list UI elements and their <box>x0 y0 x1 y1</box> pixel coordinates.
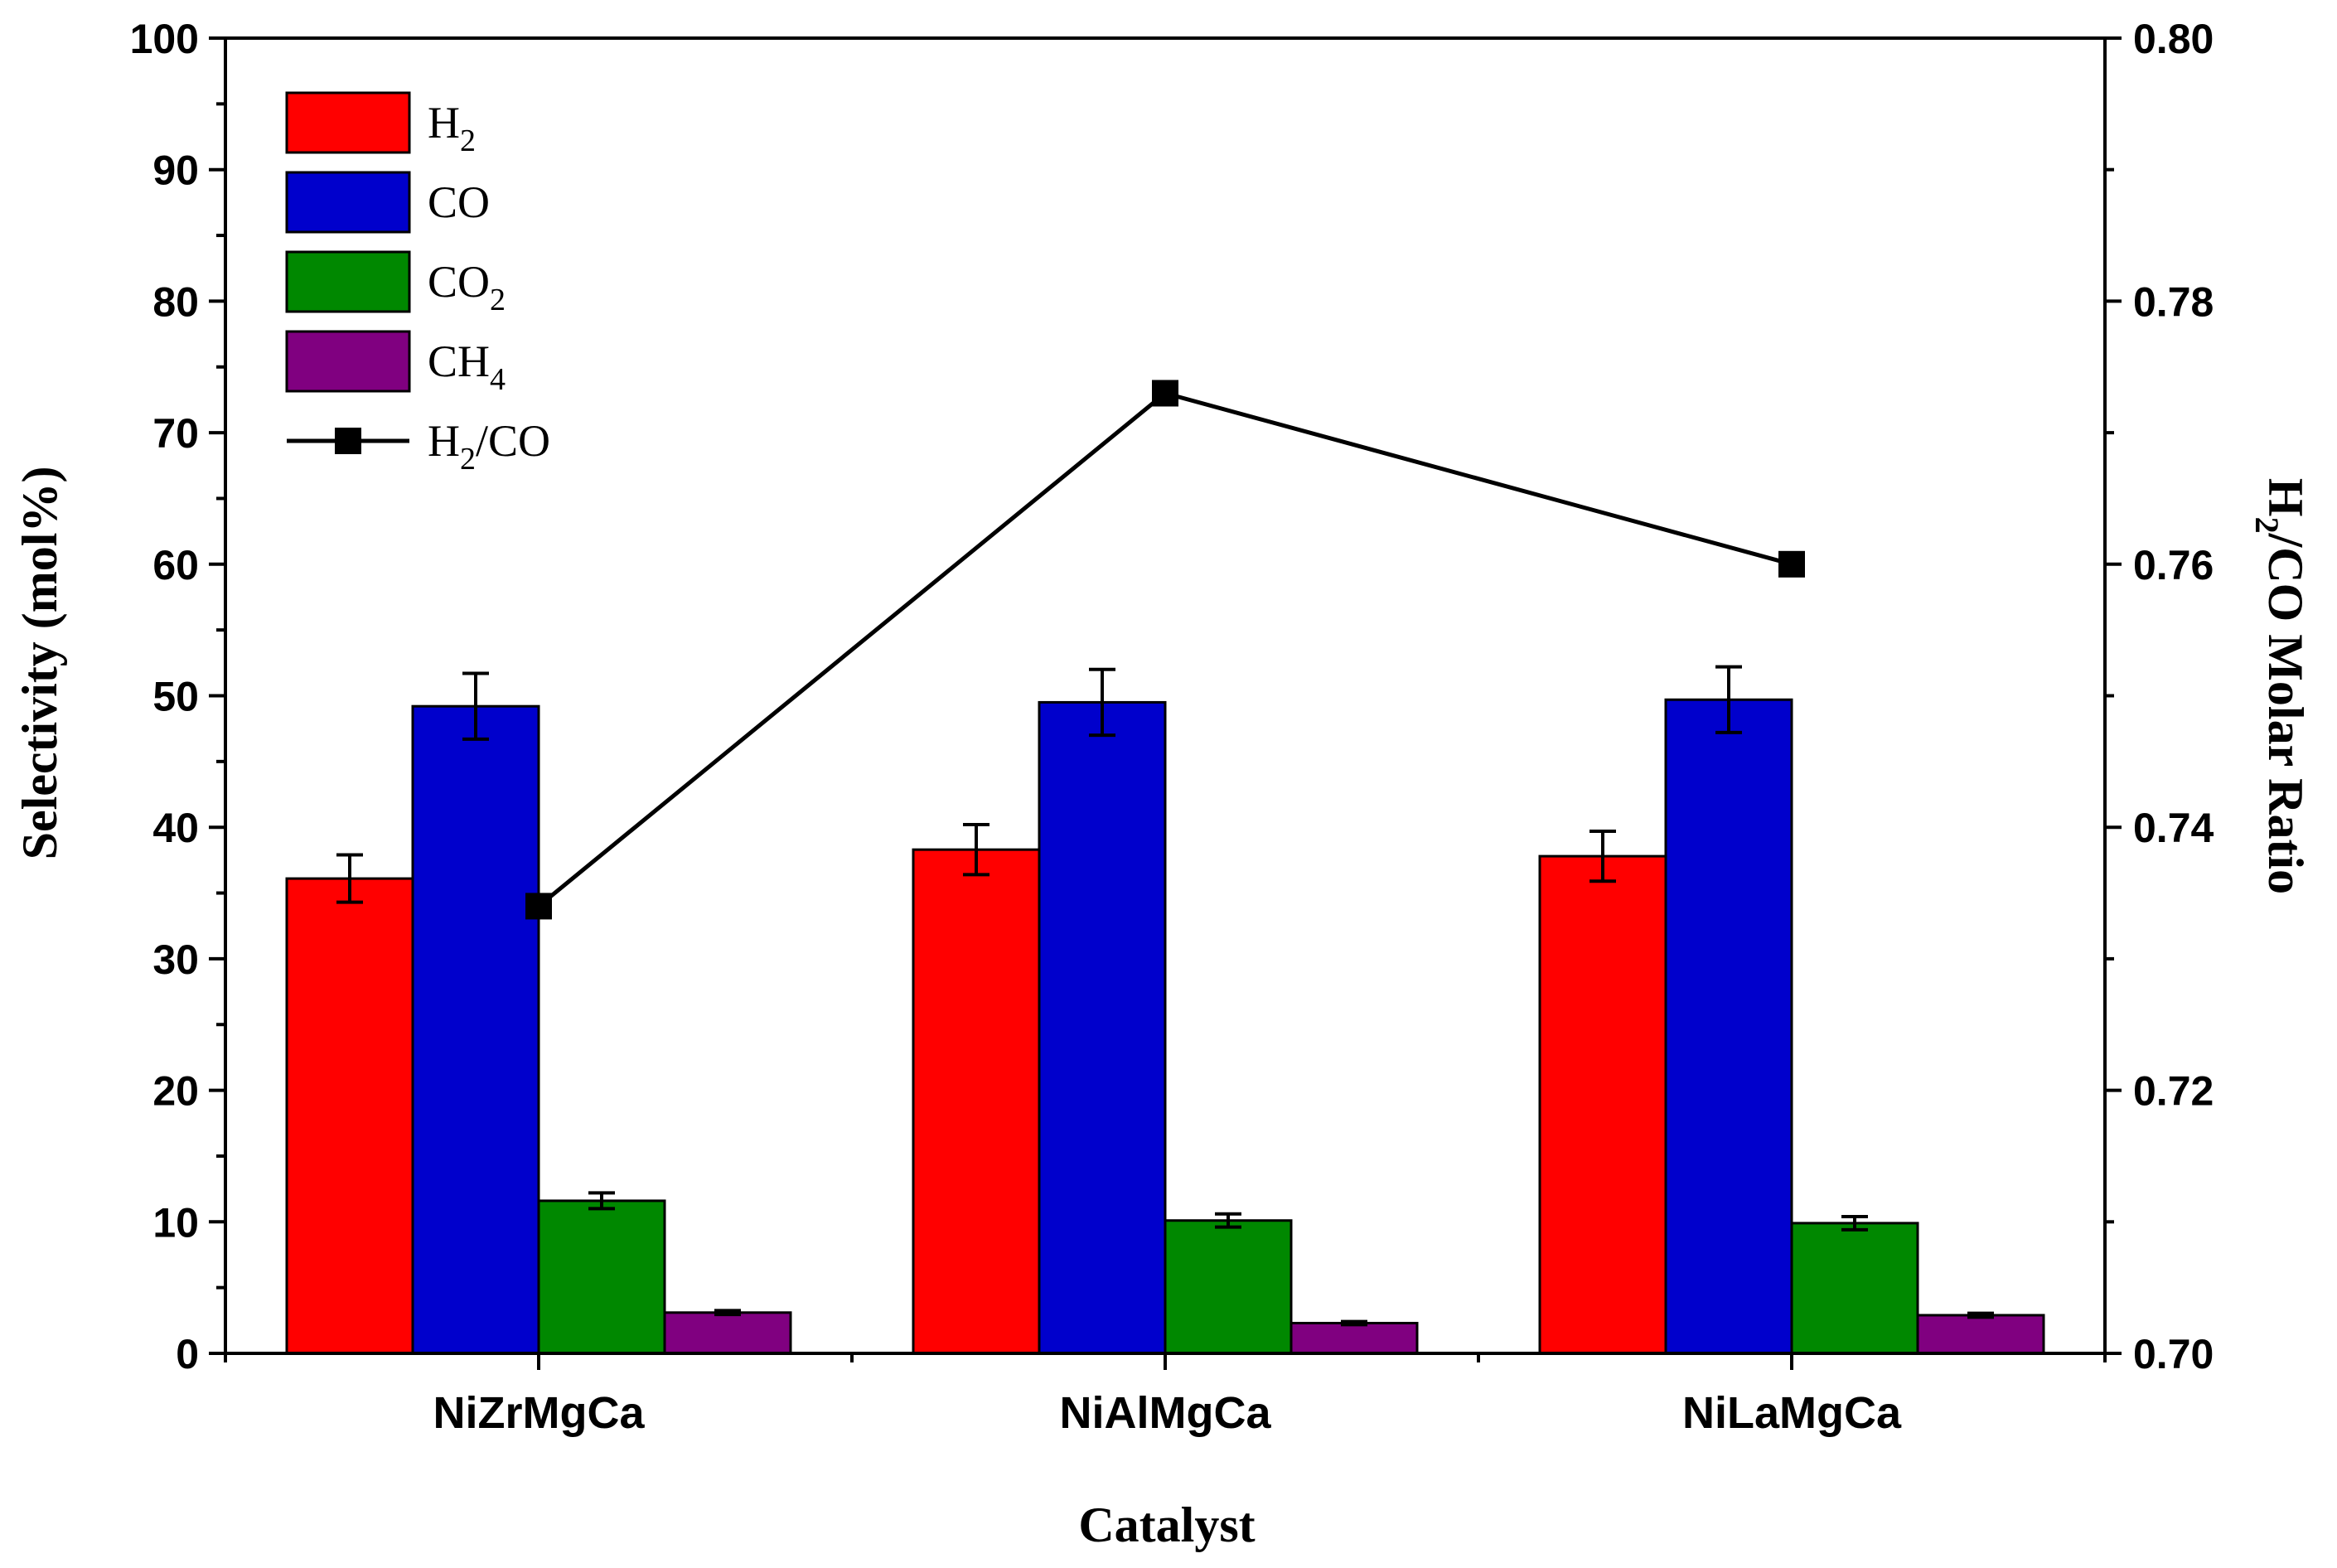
y-tick-label-100: 100 <box>130 16 199 62</box>
y-tick-label-0: 0 <box>176 1331 199 1377</box>
error-bar-h2-nialmgca <box>963 823 989 877</box>
error-bar-ch4-nizrmgca <box>714 1309 741 1317</box>
y-tick-label-50: 50 <box>152 674 199 720</box>
legend-item-ch4: CH4 <box>285 330 506 397</box>
y2-axis-title: H2/CO Molar Ratio <box>2248 478 2313 894</box>
error-bar-co-nilamgca <box>1715 665 1742 734</box>
y-tick-label-90: 90 <box>152 148 199 194</box>
error-bar-ch4-nialmgca <box>1341 1319 1367 1327</box>
y2-tick-label-0.70: 0.70 <box>2133 1331 2214 1377</box>
error-bar-co-nialmgca <box>1089 667 1115 738</box>
ratio-point-nialmgca <box>1152 380 1178 407</box>
bar-h2-nizrmgca <box>285 877 414 1355</box>
y-tick-label-70: 70 <box>152 410 199 457</box>
legend-swatch <box>285 91 411 154</box>
legend-item-h2: H2 <box>285 91 476 158</box>
legend-label: H2 <box>428 98 476 158</box>
legend-marker <box>335 428 361 454</box>
bar-co2-nialmgca <box>1164 1219 1293 1355</box>
ratio-line-layer <box>525 380 1805 920</box>
x-tick-label-nilamgca: NiLaMgCa <box>1682 1388 1902 1438</box>
legend-swatch <box>285 171 411 234</box>
error-bars-layer <box>336 665 1994 1327</box>
bar-ch4-nizrmgca <box>663 1311 792 1355</box>
y-tick-label-40: 40 <box>152 805 199 851</box>
y-axis-title: Selectivity (mol%) <box>12 467 67 860</box>
y-tick-label-30: 30 <box>152 936 199 983</box>
legend-label: H2/CO <box>428 416 550 477</box>
ratio-point-nilamgca <box>1778 550 1805 578</box>
y2-tick-label-0.76: 0.76 <box>2133 542 2214 588</box>
bar-co2-nilamgca <box>1790 1222 1919 1355</box>
y2-tick-label-0.72: 0.72 <box>2133 1068 2214 1115</box>
error-bar-ch4-nilamgca <box>1967 1311 1994 1319</box>
legend-label: CO <box>428 177 490 227</box>
legend-item-co: CO <box>285 171 490 234</box>
y-tick-label-80: 80 <box>152 278 199 325</box>
error-bar-h2-nilamgca <box>1589 829 1616 883</box>
bars-layer <box>285 698 2045 1355</box>
error-bar-co2-nizrmgca <box>588 1191 615 1211</box>
y2-tick-label-0.80: 0.80 <box>2133 16 2214 62</box>
x-axis-title: Catalyst <box>1078 1498 1255 1552</box>
legend-label: CH4 <box>428 336 506 397</box>
y2-title-tail: /CO Molar Ratio <box>2258 533 2313 895</box>
legend-label: CO2 <box>428 257 506 317</box>
legend-item-h2-co: H2/CO <box>287 416 550 477</box>
y2-tick-label-0.78: 0.78 <box>2133 278 2214 325</box>
bar-co2-nizrmgca <box>537 1199 666 1355</box>
error-bar-h2-nizrmgca <box>336 853 363 904</box>
bar-ch4-nialmgca <box>1289 1321 1419 1355</box>
legend-item-co2: CO2 <box>285 250 506 317</box>
bar-co-nialmgca <box>1038 700 1167 1355</box>
bar-ch4-nilamgca <box>1916 1314 2045 1355</box>
legend-swatch <box>285 250 411 313</box>
x-tick-label-nialmgca: NiAlMgCa <box>1060 1388 1272 1438</box>
y2-title-sub: 2 <box>2248 517 2286 534</box>
bar-h2-nialmgca <box>912 848 1041 1355</box>
x-tick-label-nizrmgca: NiZrMgCa <box>433 1388 646 1438</box>
y-tick-label-10: 10 <box>152 1199 199 1246</box>
bar-h2-nilamgca <box>1538 854 1667 1355</box>
error-bar-co2-nilamgca <box>1841 1214 1868 1232</box>
legend-swatch <box>285 330 411 393</box>
error-bar-co-nizrmgca <box>462 671 489 741</box>
bar-co-nizrmgca <box>411 704 540 1355</box>
ratio-point-nizrmgca <box>525 893 552 920</box>
error-bar-co2-nialmgca <box>1215 1212 1241 1229</box>
y2-tick-label-0.74: 0.74 <box>2133 805 2214 851</box>
legend: H2 CO CO2 CH4 H2/CO <box>285 91 550 477</box>
y2-title-main: H <box>2258 478 2313 517</box>
y-tick-label-20: 20 <box>152 1068 199 1115</box>
bar-co-nilamgca <box>1664 698 1793 1355</box>
y-tick-label-60: 60 <box>152 542 199 588</box>
ticks-layer: 0 10 20 30 40 50 60 70 80 90 100 0.70 0.72 0.74 0.76 0.… <box>130 16 2214 1438</box>
